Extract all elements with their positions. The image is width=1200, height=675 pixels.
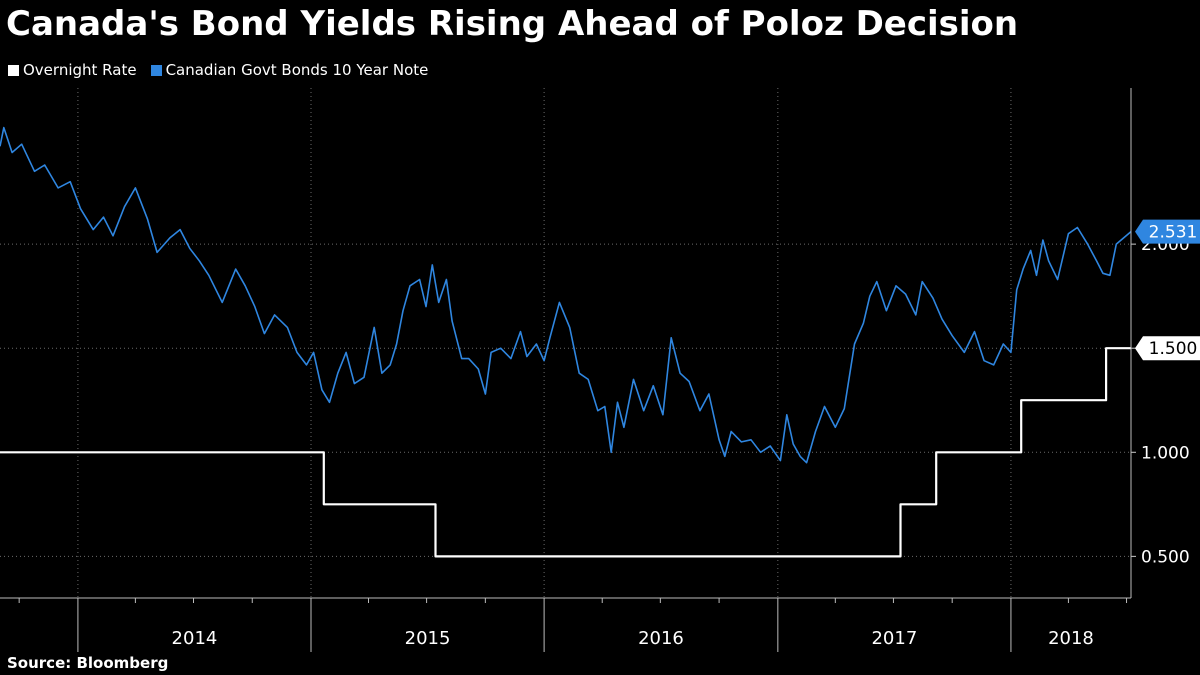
x-tick-label: 2015 — [405, 628, 451, 649]
overnight-last-badge: 1.500 — [1135, 336, 1200, 361]
legend-label-overnight: Overnight Rate — [23, 61, 137, 79]
legend: Overnight Rate Canadian Govt Bonds 10 Ye… — [8, 61, 428, 79]
y-tick-label: 1.000 — [1141, 443, 1190, 463]
last-value-badge-bg — [1135, 219, 1200, 244]
source-note: Source: Bloomberg — [7, 654, 169, 672]
bond-last-badge: 2.531 — [1135, 219, 1200, 244]
last-value-label: 1.500 — [1149, 339, 1198, 359]
legend-swatch-bonds — [150, 64, 162, 76]
last-value-badge-bg — [1135, 336, 1200, 361]
axes: 0.5001.0001.5002.00020142015201620172018… — [0, 88, 1200, 652]
x-tick-label: 2014 — [172, 628, 218, 649]
last-value-label: 2.531 — [1149, 223, 1198, 243]
bond-yield-line — [0, 126, 1132, 464]
legend-item-overnight: Overnight Rate — [8, 61, 137, 79]
chart-title: Canada's Bond Yields Rising Ahead of Pol… — [6, 4, 1019, 44]
overnight-rate-line — [0, 347, 1131, 558]
x-tick-label: 2018 — [1048, 628, 1094, 649]
series-layer — [0, 126, 1132, 558]
x-tick-label: 2017 — [871, 628, 917, 649]
x-tick-label: 2016 — [638, 628, 684, 649]
legend-swatch-overnight — [8, 64, 19, 76]
legend-label-bonds: Canadian Govt Bonds 10 Year Note — [165, 61, 429, 79]
y-tick-label: 0.500 — [1141, 547, 1190, 567]
grid — [0, 88, 1131, 598]
legend-item-bonds: Canadian Govt Bonds 10 Year Note — [150, 61, 429, 79]
